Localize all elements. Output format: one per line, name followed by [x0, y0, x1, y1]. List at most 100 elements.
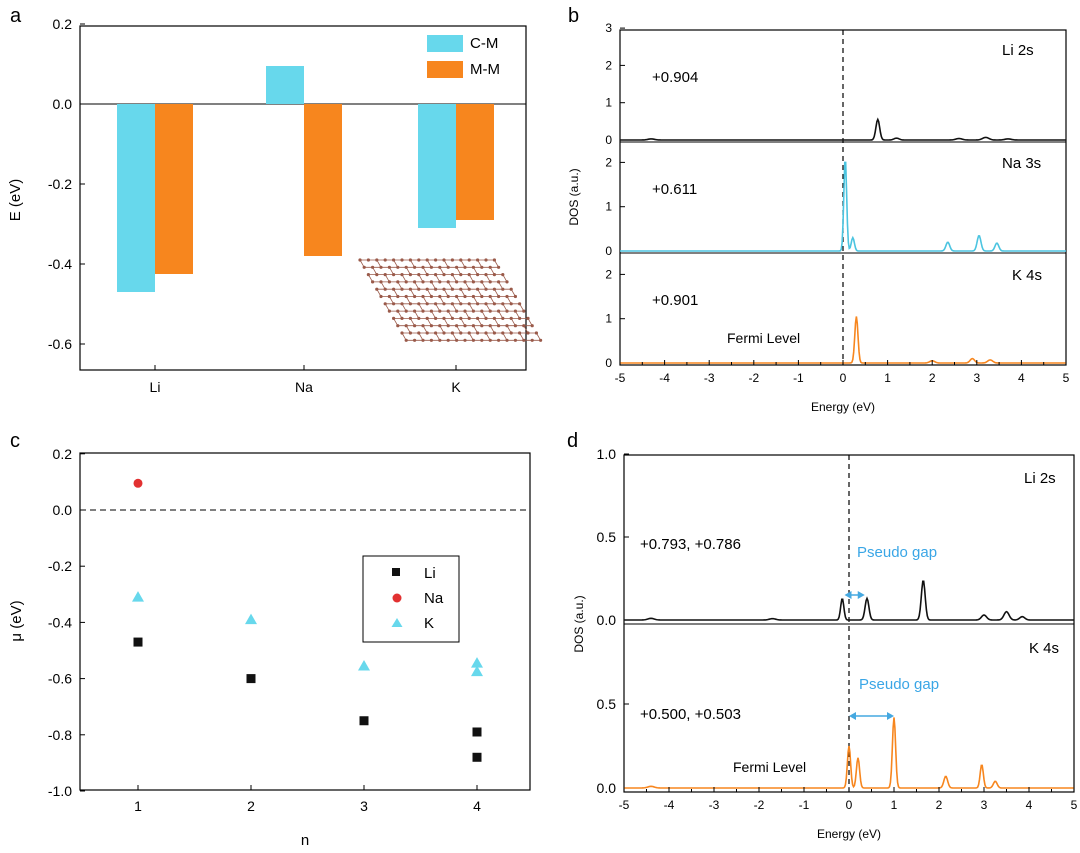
lattice-atom [396, 280, 400, 284]
lattice-atom [379, 265, 383, 269]
panel-d-xticks: -5 -4 -3 -2 -1 0 1 2 3 4 5 [619, 787, 1078, 812]
lattice-atom [459, 287, 463, 291]
lattice-atom [518, 331, 522, 335]
lattice-atom [413, 265, 417, 269]
lattice-atom [404, 309, 408, 313]
lattice-atom [455, 280, 459, 284]
lattice-atom [513, 338, 518, 342]
lattice-atom [513, 324, 518, 328]
lattice-atom [471, 294, 475, 299]
lattice-atom [404, 280, 408, 284]
lattice-atom [497, 280, 501, 284]
lattice-atom [442, 287, 446, 291]
lattice-atom [417, 302, 421, 306]
lattice-atom [497, 265, 501, 269]
lattice-atom [480, 265, 484, 269]
lattice-atom [471, 265, 475, 269]
lattice-atom [429, 280, 433, 284]
lattice-atom [429, 324, 433, 328]
lattice-atom [421, 280, 425, 284]
lattice-atom [492, 331, 496, 335]
d-xtick-label: 2 [936, 798, 943, 812]
lattice-atom [459, 302, 463, 306]
lattice-atom [497, 324, 501, 328]
lattice-atom [421, 294, 425, 299]
lattice-atom [375, 273, 379, 277]
lattice-atom [455, 338, 459, 342]
lattice-atom [488, 338, 492, 342]
lattice-atom [484, 302, 488, 306]
lattice-atom [434, 258, 438, 262]
panel-c-ylabel: μ (eV) [8, 600, 25, 641]
lattice-atom [463, 324, 467, 328]
lattice-atom [400, 287, 404, 291]
b-ytick-label: 2 [605, 58, 612, 72]
lattice-atom [480, 324, 484, 328]
lattice-atom [375, 258, 379, 262]
bar-m-m-na [304, 104, 342, 256]
lattice-atom [387, 280, 391, 284]
lattice-atom [379, 294, 383, 299]
d-xtick-label: 4 [1026, 798, 1033, 812]
lattice-atom [513, 309, 518, 313]
legend-marker-na [392, 593, 402, 603]
lattice-atom [417, 287, 421, 291]
point-k [245, 613, 257, 625]
d-xtick-label: -5 [619, 798, 630, 812]
lattice-atom [480, 338, 484, 342]
lattice-atom [446, 265, 450, 269]
pseudo-gap-arrowhead-right-0 [857, 591, 865, 599]
lattice-atom [476, 316, 480, 320]
lattice-atom [530, 338, 534, 342]
lattice-atom [497, 294, 501, 299]
lattice-atom [455, 324, 459, 328]
legend-label-c-m: C-M [470, 35, 498, 52]
a-xtick-label-k: K [451, 379, 461, 395]
lattice-atom [425, 258, 429, 262]
lattice-atom [408, 302, 412, 306]
lattice-atom [396, 324, 400, 328]
b-ytick-label: 2 [605, 155, 612, 169]
lattice-atom [371, 280, 375, 284]
lattice-atom [539, 338, 543, 342]
lattice-atom [442, 273, 446, 277]
panel-c-xticks: 1 2 3 4 [134, 785, 481, 814]
d-dos-curve-1 [624, 717, 1074, 789]
lattice-atom [455, 294, 459, 299]
lattice-atom [450, 287, 454, 291]
lattice-atom [429, 338, 433, 342]
lattice-atom [392, 302, 396, 306]
lattice-atom [463, 280, 467, 284]
bar-c-m-k [418, 104, 456, 228]
lattice-atom [480, 309, 484, 313]
point-li [359, 716, 369, 726]
lattice-atom [387, 309, 391, 313]
lattice-atom [383, 258, 387, 262]
lattice-atom [438, 309, 442, 313]
lattice-atom [421, 324, 425, 328]
c-ytick-label: 0.0 [53, 502, 73, 518]
d-ytick-label: 0.0 [597, 780, 617, 796]
lattice-atom [492, 258, 496, 262]
lattice-atom [400, 331, 404, 335]
panel-d-ylabel: DOS (a.u.) [572, 595, 586, 652]
lattice-atom [434, 273, 438, 277]
lattice-atom [438, 338, 442, 342]
b-ytick-label: 1 [605, 200, 612, 214]
legend-marker-li [392, 568, 400, 576]
panel-b-xticks: -5 -4 -3 -2 -1 0 1 2 3 4 5 [615, 360, 1070, 385]
lattice-atom [509, 287, 513, 291]
pseudo-gap-arrowhead-left-0 [844, 591, 852, 599]
lattice-atom [366, 258, 370, 262]
c-ytick-label: -0.4 [48, 614, 72, 630]
lattice-atom [400, 273, 404, 277]
lattice-atom [404, 324, 408, 328]
lattice-atom [501, 302, 505, 306]
lattice-atom [459, 258, 463, 262]
c-ytick-label: -0.8 [48, 727, 72, 743]
lattice-atom [371, 265, 375, 269]
lattice-atom [408, 331, 412, 335]
lattice-atom [421, 265, 425, 269]
lattice-atom [492, 302, 496, 306]
